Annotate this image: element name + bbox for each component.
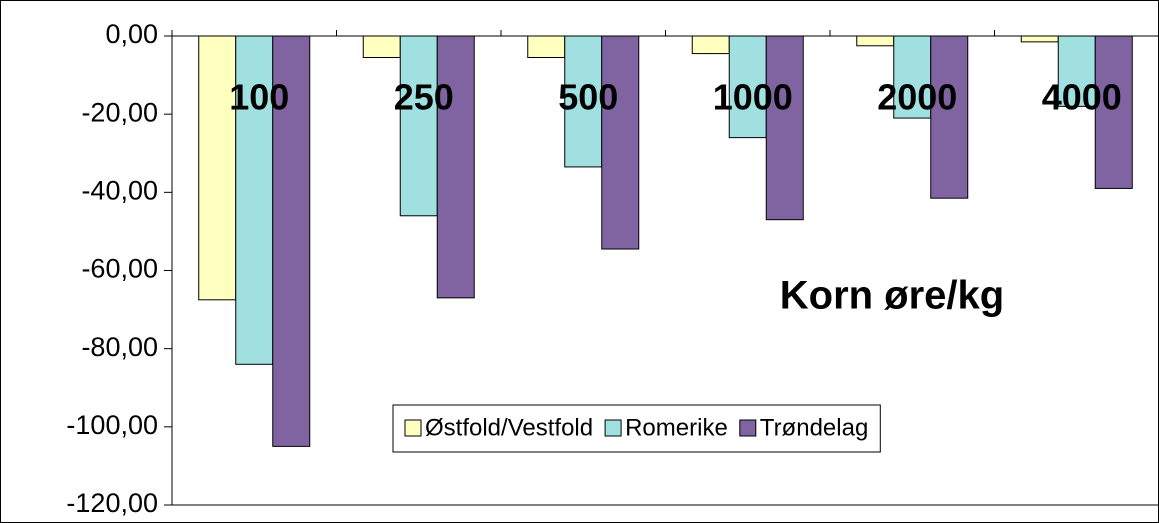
bar bbox=[601, 35, 640, 250]
bar bbox=[235, 35, 274, 365]
legend-box bbox=[392, 404, 881, 453]
legend-label: Romerike bbox=[625, 414, 728, 441]
bar bbox=[362, 35, 401, 58]
y-tick-label: 0,00 bbox=[105, 19, 158, 49]
bar bbox=[564, 35, 603, 168]
annotation: Korn øre/kg bbox=[780, 274, 1004, 318]
legend-label: Østfold/Vestfold bbox=[425, 414, 593, 441]
y-tick-label: -100,00 bbox=[66, 410, 158, 440]
y-tick-label: -40,00 bbox=[81, 175, 158, 205]
category-label: 500 bbox=[558, 77, 618, 118]
category-label: 100 bbox=[229, 77, 289, 118]
bar bbox=[527, 35, 566, 58]
bar bbox=[272, 35, 311, 447]
legend-label: Trøndelag bbox=[760, 414, 869, 441]
bar bbox=[436, 35, 475, 299]
bar bbox=[1020, 35, 1059, 43]
bar bbox=[765, 35, 804, 221]
bar bbox=[198, 35, 237, 301]
y-tick-label: -120,00 bbox=[66, 488, 158, 518]
y-tick-label: -20,00 bbox=[81, 97, 158, 127]
category-label: 2000 bbox=[877, 77, 957, 118]
bar bbox=[1094, 35, 1133, 189]
bar bbox=[930, 35, 969, 199]
bar bbox=[728, 35, 767, 139]
y-tick-label: -80,00 bbox=[81, 332, 158, 362]
category-label: 1000 bbox=[713, 77, 793, 118]
legend-swatch bbox=[739, 419, 757, 437]
y-tick-label: -60,00 bbox=[81, 254, 158, 284]
category-label: 4000 bbox=[1042, 77, 1122, 118]
category-label: 250 bbox=[394, 77, 454, 118]
legend-swatch bbox=[604, 419, 622, 437]
bar bbox=[691, 35, 730, 55]
legend-swatch bbox=[404, 419, 422, 437]
bar bbox=[399, 35, 438, 217]
bar bbox=[1057, 35, 1096, 107]
legend: Østfold/Vestfold Romerike Trøndelag bbox=[392, 404, 881, 453]
bar bbox=[856, 35, 895, 47]
